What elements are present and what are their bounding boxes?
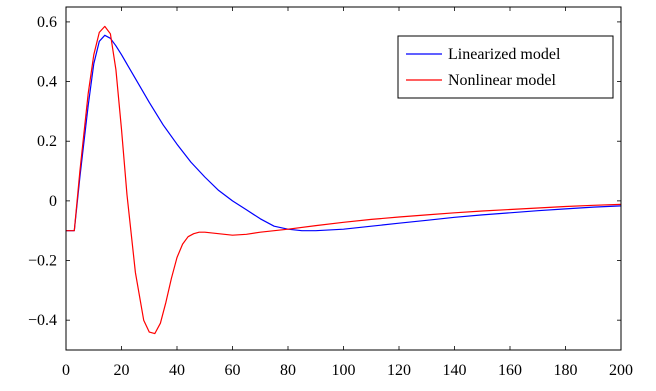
- y-tick-label: −0.4: [28, 312, 57, 329]
- series-line-1: [66, 25, 622, 335]
- x-tick-label: 140: [443, 362, 467, 379]
- x-tick-label: 200: [609, 362, 633, 379]
- x-tick-label: 120: [387, 362, 411, 379]
- x-tick-label: 0: [62, 362, 70, 379]
- x-tick-label: 160: [498, 362, 522, 379]
- x-tick-label: 100: [332, 362, 356, 379]
- y-tick-label: 0.4: [37, 74, 57, 91]
- x-tick-label: 40: [169, 362, 185, 379]
- y-tick-label: −0.2: [28, 253, 57, 270]
- legend: Linearized model Nonlinear model: [397, 35, 614, 99]
- legend-box: [397, 35, 614, 99]
- x-tick-label: 180: [554, 362, 578, 379]
- y-tick-label: 0.2: [37, 133, 57, 150]
- x-tick-label: 80: [280, 362, 296, 379]
- series-line-0: [66, 34, 622, 232]
- legend-label-0: Linearized model: [448, 46, 561, 63]
- x-tick-label: 20: [114, 362, 130, 379]
- legend-label-1: Nonlinear model: [448, 72, 557, 89]
- y-tick-label: 0: [49, 193, 57, 210]
- x-tick-label: 60: [225, 362, 241, 379]
- y-tick-label: 0.6: [37, 14, 57, 31]
